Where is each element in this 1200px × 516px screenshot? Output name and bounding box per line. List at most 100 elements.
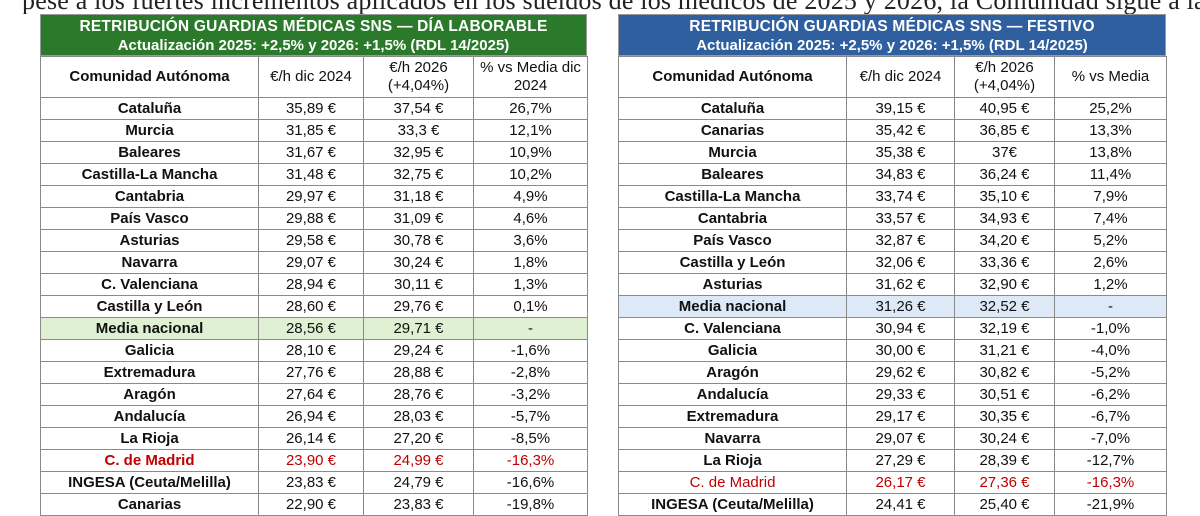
region-cell: Canarias	[618, 119, 847, 142]
header-h2026: €/h 2026 (+4,04%)	[954, 56, 1055, 98]
header-region: Comunidad Autónoma	[40, 56, 259, 98]
region-cell: Galicia	[618, 339, 847, 362]
pct-cell: 1,2%	[1054, 273, 1167, 296]
table-row: Cataluña 35,89 €37,54 €26,7%	[40, 97, 588, 120]
table-row: Murcia 31,85 €33,3 €12,1%	[40, 119, 588, 142]
h2026-cell: 32,90 €	[954, 273, 1055, 296]
pct-cell: -6,7%	[1054, 405, 1167, 428]
region-cell: Castilla-La Mancha	[40, 163, 259, 186]
table-row: Extremadura 29,17 €30,35 € -6,7%	[618, 405, 1167, 428]
pct-cell: 25,2%	[1054, 97, 1167, 120]
h2026-cell: 24,99 €	[363, 449, 474, 472]
h2026-cell: 30,11 €	[363, 273, 474, 296]
h2024-cell: 32,87 €	[846, 229, 955, 252]
h2024-cell: 32,06 €	[846, 251, 955, 274]
region-cell: C. Valenciana	[40, 273, 259, 296]
h2024-cell: 35,38 €	[846, 141, 955, 164]
h2026-cell: 34,93 €	[954, 207, 1055, 230]
table-row: La Rioja 27,29 €28,39 € -12,7%	[618, 449, 1167, 472]
pct-cell: 10,9%	[473, 141, 588, 164]
pct-cell: -16,6%	[473, 471, 588, 494]
h2024-cell: 27,76 €	[258, 361, 364, 384]
pct-cell: -5,2%	[1054, 361, 1167, 384]
pct-cell: -16,3%	[473, 449, 588, 472]
header-pct: % vs Media	[1054, 56, 1167, 98]
region-cell: Cantabria	[40, 185, 259, 208]
h2024-cell: 22,90 €	[258, 493, 364, 516]
h2026-cell: 36,24 €	[954, 163, 1055, 186]
pct-cell: -21,9%	[1054, 493, 1167, 516]
table-row: Extremadura 27,76 €28,88 € -2,8%	[40, 361, 588, 384]
h2024-cell: 35,89 €	[258, 97, 364, 120]
h2026-cell: 28,03 €	[363, 405, 474, 428]
pct-cell: 13,8%	[1054, 141, 1167, 164]
pct-cell: 1,3%	[473, 273, 588, 296]
h2024-cell: 26,17 €	[846, 471, 955, 494]
region-cell: Murcia	[40, 119, 259, 142]
h2026-cell: 36,85 €	[954, 119, 1055, 142]
h2026-cell: 31,21 €	[954, 339, 1055, 362]
table-row: Canarias 35,42 €36,85 €13,3%	[618, 119, 1167, 142]
table-row: Media nacional 28,56 €29,71 € -	[40, 317, 588, 340]
h2026-cell: 33,3 €	[363, 119, 474, 142]
table-row: Asturias 31,62 €32,90 €1,2%	[618, 273, 1167, 296]
table-row: Navarra 29,07 €30,24 €1,8%	[40, 251, 588, 274]
header-h2026: €/h 2026 (+4,04%)	[363, 56, 474, 98]
region-cell: Asturias	[40, 229, 259, 252]
h2024-cell: 30,94 €	[846, 317, 955, 340]
h2024-cell: 31,48 €	[258, 163, 364, 186]
region-cell: Andalucía	[618, 383, 847, 406]
table-row: C. Valenciana 28,94 €30,11 €1,3%	[40, 273, 588, 296]
region-cell: Media nacional	[40, 317, 259, 340]
table-banner-festivo: RETRIBUCIÓN GUARDIAS MÉDICAS SNS — FESTI…	[618, 14, 1166, 56]
h2024-cell: 27,29 €	[846, 449, 955, 472]
h2026-cell: 30,35 €	[954, 405, 1055, 428]
region-cell: Murcia	[618, 141, 847, 164]
region-cell: Canarias	[40, 493, 259, 516]
table-row: Galicia 30,00 €31,21 € -4,0%	[618, 339, 1167, 362]
h2026-cell: 35,10 €	[954, 185, 1055, 208]
region-cell: Aragón	[618, 361, 847, 384]
region-cell: Baleares	[40, 141, 259, 164]
h2026-cell: 24,79 €	[363, 471, 474, 494]
h2024-cell: 29,07 €	[258, 251, 364, 274]
region-cell: Cataluña	[618, 97, 847, 120]
h2026-cell: 37€	[954, 141, 1055, 164]
table-row: Navarra 29,07 €30,24 € -7,0%	[618, 427, 1167, 450]
h2024-cell: 28,60 €	[258, 295, 364, 318]
table-row: Castilla y León 28,60 €29,76 €0,1%	[40, 295, 588, 318]
table-row: C. de Madrid 26,17 €27,36 € -16,3%	[618, 471, 1167, 494]
h2024-cell: 29,07 €	[846, 427, 955, 450]
h2024-cell: 24,41 €	[846, 493, 955, 516]
h2026-cell: 27,20 €	[363, 427, 474, 450]
h2024-cell: 33,74 €	[846, 185, 955, 208]
region-cell: Galicia	[40, 339, 259, 362]
pct-cell: -19,8%	[473, 493, 588, 516]
table-row: Asturias 29,58 €30,78 €3,6%	[40, 229, 588, 252]
h2026-cell: 29,24 €	[363, 339, 474, 362]
table-row: Murcia 35,38 €37€ 13,8%	[618, 141, 1167, 164]
h2026-cell: 33,36 €	[954, 251, 1055, 274]
table-subtitle-laborable: Actualización 2025: +2,5% y 2026: +1,5% …	[117, 37, 510, 54]
region-cell: Asturias	[618, 273, 847, 296]
region-cell: La Rioja	[618, 449, 847, 472]
region-cell: Extremadura	[40, 361, 259, 384]
pct-cell: 4,6%	[473, 207, 588, 230]
h2026-cell: 28,76 €	[363, 383, 474, 406]
h2024-cell: 31,26 €	[846, 295, 955, 318]
table-row: Castilla-La Mancha 31,48 €32,75 €10,2%	[40, 163, 588, 186]
pct-cell: -12,7%	[1054, 449, 1167, 472]
h2024-cell: 29,62 €	[846, 361, 955, 384]
h2024-cell: 29,97 €	[258, 185, 364, 208]
h2024-cell: 29,88 €	[258, 207, 364, 230]
h2024-cell: 28,10 €	[258, 339, 364, 362]
pct-cell: -16,3%	[1054, 471, 1167, 494]
h2026-cell: 28,88 €	[363, 361, 474, 384]
table-row: INGESA (Ceuta/Melilla) 24,41 €25,40 € -21,…	[618, 493, 1167, 516]
pct-cell: 2,6%	[1054, 251, 1167, 274]
table-row: Baleares 34,83 €36,24 €11,4%	[618, 163, 1167, 186]
table-row: Media nacional 31,26 €32,52 € -	[618, 295, 1167, 318]
pct-cell: 7,9%	[1054, 185, 1167, 208]
h2024-cell: 29,33 €	[846, 383, 955, 406]
pct-cell: -8,5%	[473, 427, 588, 450]
